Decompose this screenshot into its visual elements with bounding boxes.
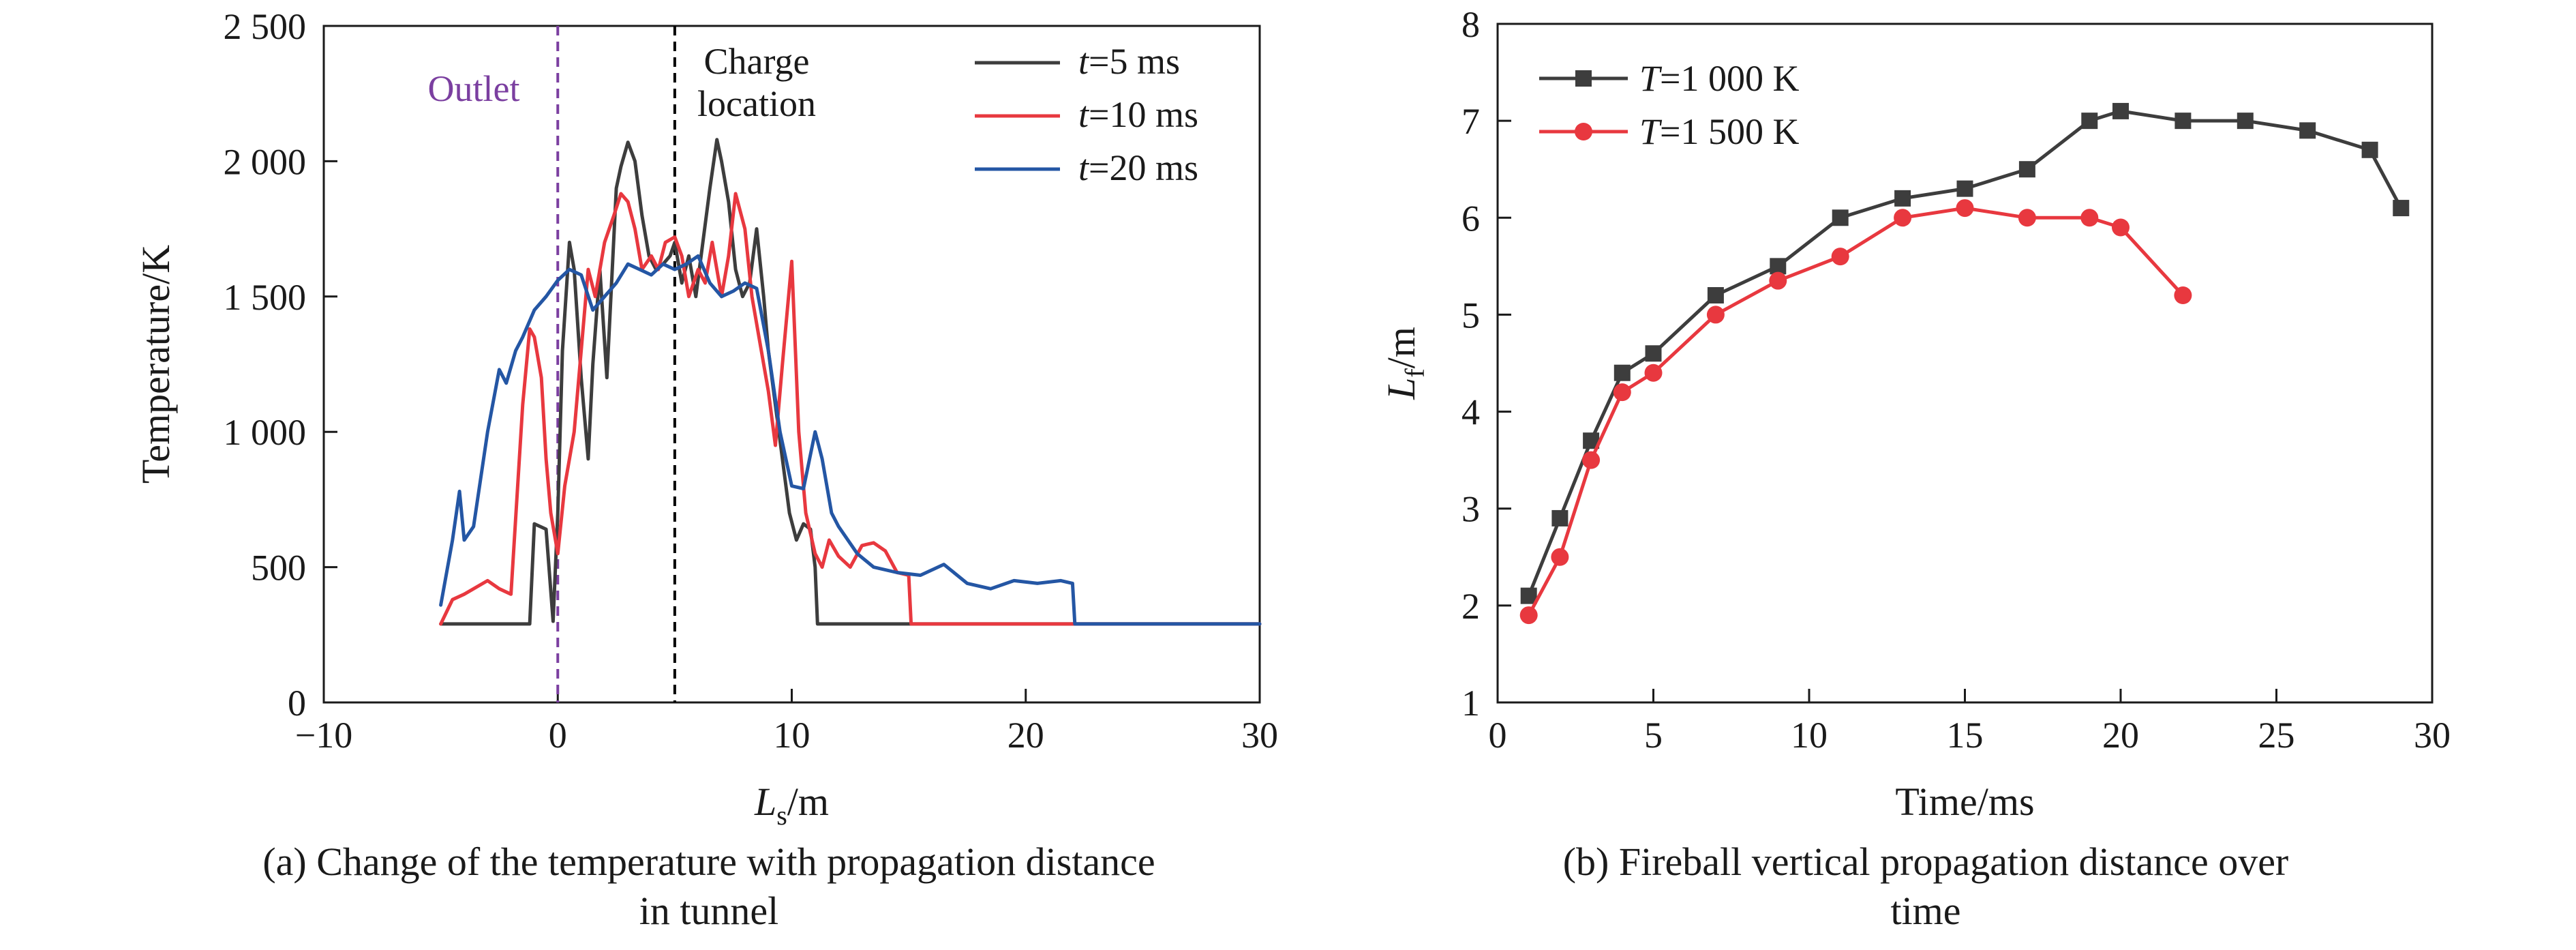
series-line-t-1-500-k: [1527, 206, 2185, 617]
x-tick-label: 10: [1791, 715, 1828, 756]
y-tick-label: 1 000: [224, 412, 307, 453]
data-point-circle: [1894, 209, 1912, 227]
x-axis-label-symbol: L: [754, 780, 776, 824]
data-point-circle: [2018, 209, 2036, 227]
data-point-square: [2237, 113, 2254, 130]
data-point-square: [2299, 122, 2316, 139]
y-tick-label: 2 000: [224, 141, 307, 182]
data-point-square: [1645, 345, 1662, 362]
data-point-circle: [2080, 209, 2099, 227]
data-point-circle: [1706, 306, 1725, 324]
x-tick-label: 30: [1241, 715, 1278, 756]
legend-label-italic: t: [1078, 41, 1090, 82]
legend-label-italic: t: [1078, 147, 1090, 188]
caption-b: (b) Fireball vertical propagation distan…: [1562, 840, 2289, 933]
data-point-square: [2393, 200, 2410, 217]
data-point-circle: [1551, 548, 1569, 566]
y-tick-label: 1: [1461, 683, 1480, 724]
caption-a: (a) Change of the temperature with propa…: [262, 840, 1155, 933]
data-point-circle: [1956, 199, 1974, 218]
data-point-circle: [2174, 286, 2192, 304]
series-line-t-20-ms: [439, 254, 1262, 626]
y-tick-label: 2: [1461, 586, 1480, 627]
y-tick-label: 2 500: [224, 6, 307, 47]
legend-label-rest: =5 ms: [1089, 41, 1180, 82]
data-point-square: [1770, 258, 1787, 275]
legend-marker-circle: [1575, 123, 1592, 140]
x-tick-label: 25: [2258, 715, 2295, 756]
data-point-square: [2018, 161, 2035, 178]
x-axis-label-subscript: s: [776, 800, 787, 831]
legend-label: t=20 ms: [1078, 147, 1198, 188]
y-tick-label: 5: [1461, 295, 1480, 336]
data-point-square: [1707, 287, 1724, 303]
x-axis-label: Time/ms: [1895, 780, 2034, 824]
data-point-square: [2361, 141, 2378, 158]
charge-location-label-line1: Charge: [704, 41, 810, 82]
y-tick-label: 3: [1461, 489, 1480, 530]
legend-label-rest: =10 ms: [1089, 94, 1198, 135]
data-point-square: [2175, 113, 2192, 130]
legend-label-rest: =1 500 K: [1660, 111, 1799, 152]
data-point-circle: [1769, 271, 1787, 290]
x-axis-label: Ls/m: [754, 780, 829, 831]
y-tick-label: 6: [1461, 198, 1480, 239]
legend-label-italic: T: [1639, 111, 1663, 152]
x-tick-label: 15: [1947, 715, 1984, 756]
y-axis-label-symbol: L: [1379, 378, 1423, 400]
x-tick-label: 5: [1644, 715, 1663, 756]
legend-label-rest: =20 ms: [1089, 147, 1198, 188]
x-tick-label: 30: [2414, 715, 2451, 756]
data-point-square: [1894, 190, 1911, 207]
data-point-circle: [1613, 383, 1631, 402]
data-point-circle: [1519, 606, 1538, 625]
legend-label-rest: =1 000 K: [1660, 58, 1799, 99]
legend-marker-square: [1575, 70, 1592, 87]
legend: t=5 mst=10 mst=20 ms: [975, 41, 1198, 188]
legend-label-italic: t: [1078, 94, 1090, 135]
x-tick-label: 20: [2102, 715, 2139, 756]
data-point-square: [1832, 209, 1849, 226]
series-line-t-10-ms: [439, 192, 1262, 626]
series-line-t-1-000-k: [1527, 109, 2403, 597]
y-tick-label: 8: [1461, 4, 1480, 45]
x-tick-label: 10: [774, 715, 810, 756]
legend: T=1 000 KT=1 500 K: [1539, 58, 1800, 152]
y-axis-label: Temperature/K: [134, 245, 178, 484]
data-point-square: [1551, 509, 1569, 526]
y-axis-label-unit: /m: [1379, 327, 1423, 368]
x-tick-label: 0: [549, 715, 567, 756]
y-axis-label: Lf/m: [1379, 327, 1430, 400]
data-point-circle: [1831, 248, 1849, 266]
series-line-t-5-ms: [439, 138, 1262, 626]
legend-label: t=10 ms: [1078, 94, 1198, 135]
charge-location-label-line2: location: [697, 83, 816, 124]
legend-label: T=1 000 K: [1639, 58, 1800, 99]
data-point-circle: [2112, 218, 2130, 237]
y-axis-label-subscript: f: [1399, 368, 1430, 378]
data-point-square: [1613, 364, 1631, 381]
y-tick-label: 1 500: [224, 277, 307, 318]
data-point-square: [2112, 102, 2129, 119]
y-tick-label: 500: [251, 548, 306, 589]
x-tick-label: −10: [295, 715, 352, 756]
y-tick-label: 0: [288, 683, 306, 724]
y-tick-label: 7: [1461, 101, 1480, 142]
data-point-square: [1520, 587, 1537, 604]
legend-label: T=1 500 K: [1639, 111, 1800, 152]
x-tick-label: 0: [1489, 715, 1507, 756]
data-point-circle: [1582, 451, 1601, 469]
x-axis-label-unit: /m: [787, 780, 829, 824]
y-tick-label: 4: [1461, 392, 1480, 433]
data-point-square: [2081, 113, 2098, 130]
legend-label-italic: T: [1639, 58, 1663, 99]
outlet-label: Outlet: [428, 68, 520, 109]
data-point-circle: [1644, 363, 1663, 382]
data-point-square: [1956, 180, 1973, 197]
legend-label: t=5 ms: [1078, 41, 1180, 82]
x-tick-label: 20: [1007, 715, 1044, 756]
